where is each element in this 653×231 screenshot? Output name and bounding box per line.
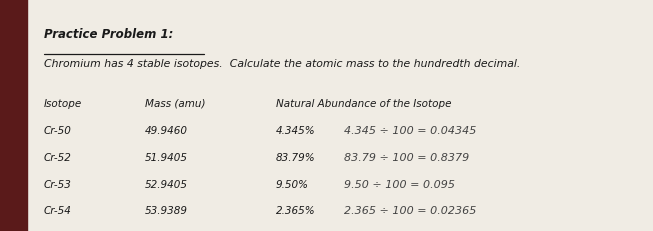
Text: Practice Problem 1:: Practice Problem 1: <box>44 28 173 41</box>
Text: Cr-50: Cr-50 <box>44 126 72 136</box>
Text: Chromium has 4 stable isotopes.  Calculate the atomic mass to the hundredth deci: Chromium has 4 stable isotopes. Calculat… <box>44 59 520 69</box>
Text: Natural Abundance of the Isotope: Natural Abundance of the Isotope <box>276 98 451 108</box>
Text: Cr-53: Cr-53 <box>44 179 72 189</box>
Text: 83.79 ÷ 100 = 0.8379: 83.79 ÷ 100 = 0.8379 <box>344 152 470 162</box>
Text: 4.345 ÷ 100 = 0.04345: 4.345 ÷ 100 = 0.04345 <box>344 126 477 136</box>
Text: 83.79%: 83.79% <box>276 152 315 162</box>
Text: 53.9389: 53.9389 <box>145 206 188 216</box>
Text: 2.365%: 2.365% <box>276 206 315 216</box>
Text: Cr-52: Cr-52 <box>44 152 72 162</box>
Text: 4.345%: 4.345% <box>276 126 315 136</box>
Text: Mass (amu): Mass (amu) <box>145 98 206 108</box>
Text: 2.365 ÷ 100 = 0.02365: 2.365 ÷ 100 = 0.02365 <box>344 206 477 216</box>
Text: 9.50%: 9.50% <box>276 179 309 189</box>
Bar <box>0 0 27 231</box>
Text: 49.9460: 49.9460 <box>145 126 188 136</box>
Text: Isotope: Isotope <box>44 98 82 108</box>
Text: Cr-54: Cr-54 <box>44 206 72 216</box>
Text: 52.9405: 52.9405 <box>145 179 188 189</box>
Text: 51.9405: 51.9405 <box>145 152 188 162</box>
Text: 9.50 ÷ 100 = 0.095: 9.50 ÷ 100 = 0.095 <box>344 179 455 189</box>
